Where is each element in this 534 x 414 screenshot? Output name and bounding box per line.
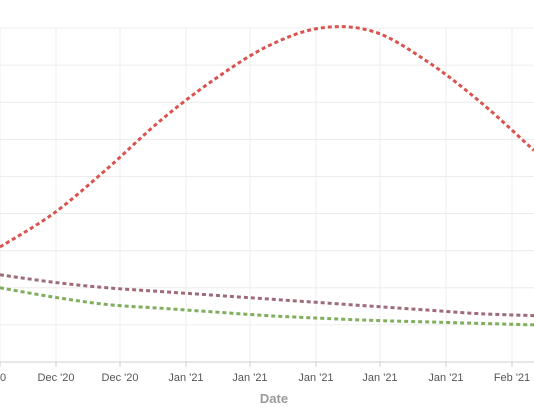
x-tick-label: Jan '21 bbox=[232, 372, 267, 384]
x-tick-label: Dec '20 bbox=[38, 372, 75, 384]
x-tick-label: Feb '21 bbox=[494, 372, 530, 384]
series-line-1 bbox=[0, 25, 534, 249]
x-tick-label: Jan '21 bbox=[168, 372, 203, 384]
x-tick-labels: 20 Dec '20 Dec '20 Jan '21 Jan '21 Jan '21 Jan… bbox=[0, 362, 530, 384]
x-axis-label: Date bbox=[260, 391, 288, 406]
x-tick-label: Jan '21 bbox=[362, 372, 397, 384]
x-tick-label: Jan '21 bbox=[298, 372, 333, 384]
grid bbox=[0, 27, 534, 363]
series-lines bbox=[0, 25, 534, 327]
x-tick-label: 20 bbox=[0, 372, 6, 384]
series-line-3 bbox=[0, 286, 534, 327]
x-tick-label: Dec '20 bbox=[102, 372, 139, 384]
series-line-2 bbox=[0, 273, 534, 318]
x-tick-label: Jan '21 bbox=[428, 372, 463, 384]
